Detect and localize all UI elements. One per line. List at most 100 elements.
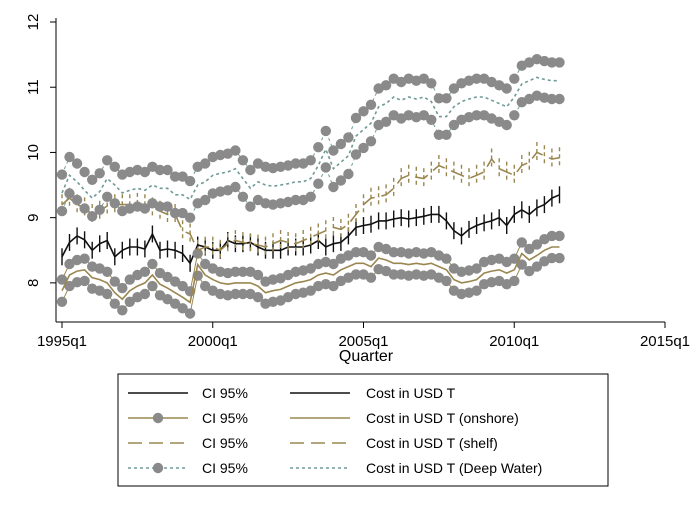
ci-upper-point	[365, 99, 377, 111]
ci-lower-point	[117, 305, 128, 316]
ci-upper-point	[328, 145, 339, 156]
ci-lower-point	[320, 162, 331, 173]
ci-lower-point	[441, 275, 452, 287]
ci-upper-point	[546, 57, 558, 68]
ci-upper-point	[350, 247, 362, 258]
legend-label: Cost in USD T	[366, 385, 456, 401]
ci-lower-point	[230, 181, 241, 193]
ci-lower-point	[124, 296, 135, 307]
ci-lower-point	[554, 93, 565, 105]
ci-lower-point	[313, 178, 324, 189]
ci-lower-point	[102, 191, 113, 202]
ci-upper-point	[94, 168, 105, 179]
ci-lower-point	[380, 116, 392, 128]
ci-upper-point	[124, 274, 135, 285]
ci-upper-point	[177, 280, 188, 292]
ci-upper-point	[516, 237, 527, 248]
ci-upper-point	[154, 164, 166, 176]
ci-lower-point	[200, 194, 211, 206]
ci-upper-point	[305, 155, 316, 166]
ci-upper-point	[350, 112, 362, 124]
ci-lower-point	[471, 285, 482, 296]
ci-lower-point	[162, 201, 173, 212]
x-tick-label: 2015q1	[640, 333, 690, 350]
ci-upper-point	[441, 253, 452, 264]
ci-upper-point	[531, 239, 543, 250]
ci-lower-point	[546, 93, 558, 105]
series-3	[56, 54, 565, 223]
ci-upper-point	[245, 164, 256, 176]
ci-lower-point	[350, 269, 362, 280]
ci-lower-point	[328, 280, 339, 292]
ci-lower-point	[546, 252, 558, 264]
legend-label: CI 95%	[202, 460, 248, 476]
ci-upper-point	[448, 83, 460, 94]
x-tick-label: 2005q1	[338, 333, 388, 350]
ci-lower-point	[516, 259, 527, 270]
x-tick-label: 2000q1	[188, 333, 238, 350]
ci-lower-point	[418, 110, 429, 121]
ci-lower-point	[139, 288, 151, 300]
ci-lower-point	[350, 149, 362, 160]
ci-lower-point	[365, 136, 377, 147]
ci-upper-point	[139, 266, 151, 277]
ci-lower-point	[79, 203, 90, 214]
ci-upper-point	[501, 83, 512, 94]
ci-lower-point	[509, 110, 520, 121]
ci-lower-point	[64, 188, 75, 199]
ci-lower-point	[252, 292, 264, 303]
ci-lower-point	[305, 285, 316, 296]
ci-lower-point	[71, 194, 83, 206]
ci-upper-point	[365, 250, 377, 261]
legend-marker	[152, 462, 164, 474]
ci-lower-point	[109, 298, 121, 309]
ci-lower-point	[328, 181, 339, 193]
ci-upper-point	[79, 166, 90, 178]
ci-upper-point	[313, 142, 324, 153]
ci-upper-point	[290, 158, 301, 169]
ci-upper-point	[320, 125, 331, 137]
ci-upper-point	[184, 175, 196, 187]
ci-upper-point	[426, 78, 437, 89]
ci-upper-point	[554, 57, 565, 68]
ci-upper-point	[117, 282, 128, 294]
ci-upper-point	[147, 258, 158, 270]
ci-upper-point	[433, 93, 445, 104]
ci-upper-point	[237, 266, 249, 277]
ci-upper-point	[200, 158, 211, 169]
ci-lower-point	[139, 203, 151, 214]
ci-upper-point	[79, 253, 90, 264]
ci-upper-point	[230, 266, 241, 277]
x-tick-label: 2010q1	[489, 333, 539, 350]
y-tick-label: 8	[25, 279, 42, 287]
ci-upper-point	[335, 138, 347, 150]
ci-lower-point	[509, 275, 520, 287]
plot-area	[56, 54, 565, 319]
ci-lower-point	[147, 280, 158, 292]
ci-upper-point	[71, 158, 83, 169]
legend-label: CI 95%	[202, 385, 248, 401]
ci-upper-point	[509, 253, 520, 264]
series-line	[61, 76, 560, 201]
ci-upper-point	[380, 80, 392, 91]
ci-lower-point	[102, 288, 113, 300]
ci-lower-point	[524, 265, 535, 277]
ci-upper-point	[139, 166, 151, 178]
ci-lower-point	[87, 211, 98, 222]
ci-upper-point	[252, 269, 264, 281]
ci-upper-point	[524, 243, 535, 255]
ci-lower-point	[441, 129, 452, 140]
ci-lower-point	[177, 207, 188, 219]
ci-upper-point	[546, 230, 558, 242]
y-tick-label: 12	[25, 14, 42, 31]
y-tick-label: 11	[25, 79, 42, 95]
legend-label: Cost in USD T (shelf)	[366, 435, 498, 451]
legend: CI 95% CI 95% CI 95% CI 95% Cost in USD T Cos…	[117, 373, 609, 487]
x-axis-title: Quarter	[339, 348, 394, 365]
ci-lower-point	[154, 201, 166, 212]
ci-lower-point	[433, 129, 445, 140]
ci-lower-point	[79, 275, 90, 287]
ci-upper-point	[509, 73, 520, 84]
y-tick-label: 10	[25, 144, 42, 161]
